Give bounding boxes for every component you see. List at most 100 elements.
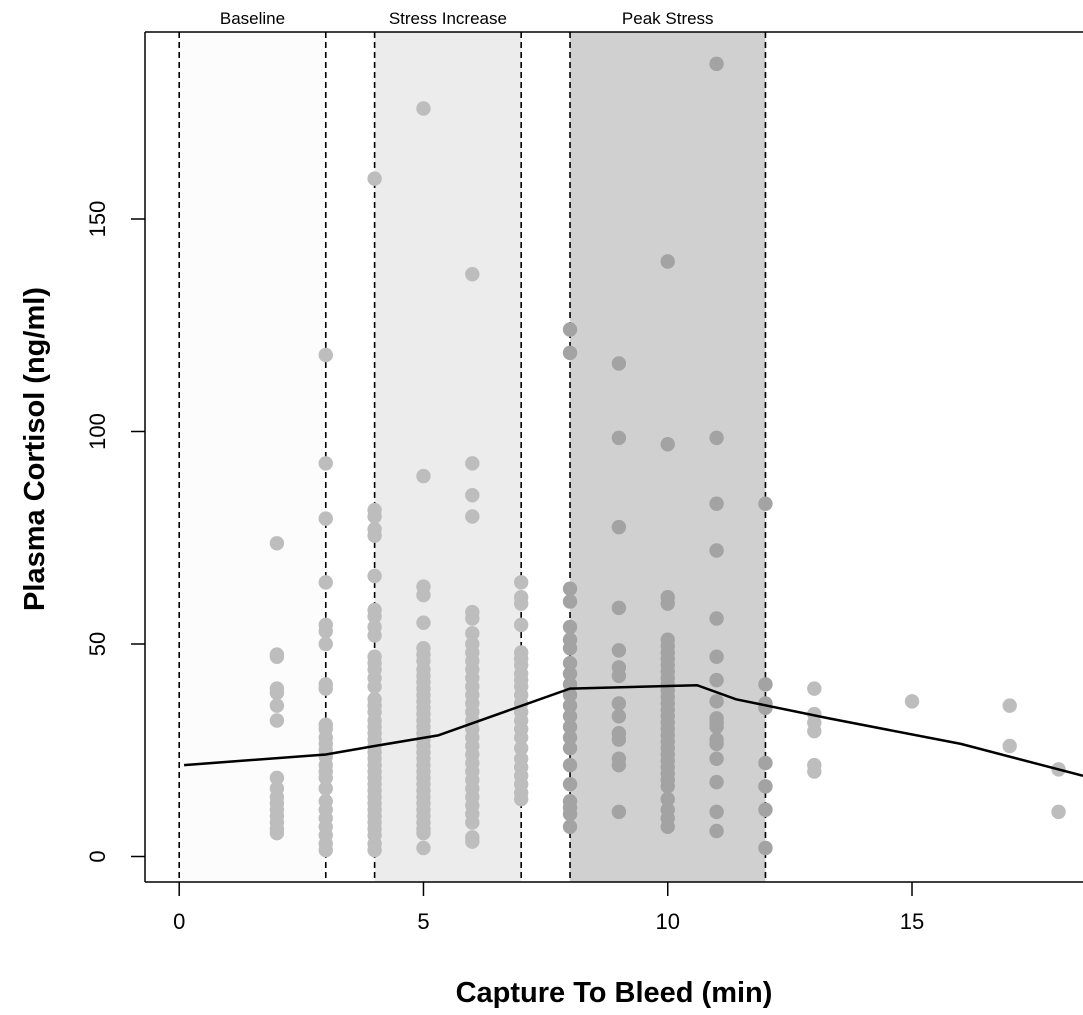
point-x12-4	[758, 755, 773, 771]
point-x13-3	[807, 723, 822, 739]
band-1	[374, 32, 522, 882]
x-axis: 0 5 10 15	[173, 882, 924, 934]
point-x18-1	[1051, 804, 1066, 820]
point-x4-9	[367, 628, 382, 643]
point-x4-38	[367, 842, 382, 858]
point-x3-18	[318, 781, 333, 796]
point-x11-4	[709, 611, 724, 626]
point-x11-12	[709, 736, 724, 752]
point-x5-4	[416, 615, 431, 630]
point-x8-2	[562, 581, 578, 596]
point-x3-2	[318, 511, 333, 526]
band-label-2: Peak Stress	[622, 9, 714, 28]
point-x5-0	[416, 101, 431, 116]
point-x5-1	[416, 468, 431, 484]
band-label-1: Stress Increase	[389, 9, 507, 28]
point-x10-27	[660, 779, 675, 794]
point-x5-34	[416, 825, 431, 841]
x-tick-label-5: 5	[417, 909, 429, 934]
y-tick-label-100: 100	[85, 413, 110, 450]
point-x8-20	[562, 806, 578, 822]
point-x5-35	[416, 840, 431, 856]
point-x9-1	[611, 430, 627, 446]
band-0	[179, 32, 326, 882]
point-x8-14	[562, 730, 578, 745]
point-x5-3	[416, 587, 431, 603]
point-x9-4	[611, 643, 627, 658]
point-x9-7	[611, 696, 627, 711]
point-x3-17	[318, 770, 333, 786]
point-x6-3	[465, 509, 480, 524]
point-x12-5	[758, 779, 773, 794]
point-x2-0	[269, 536, 285, 551]
trend-line-layer	[184, 683, 1083, 778]
point-x8-3	[562, 594, 578, 609]
point-x11-1	[709, 430, 724, 446]
point-x8-1	[562, 345, 578, 361]
point-x2-6	[269, 713, 285, 728]
point-x6-1	[465, 456, 480, 471]
x-tick-label-15: 15	[900, 909, 924, 934]
point-x11-2	[709, 496, 724, 511]
x-tick-label-0: 0	[173, 909, 185, 934]
point-x12-6	[758, 802, 773, 817]
point-x6-28	[465, 815, 480, 830]
point-x12-3	[758, 700, 773, 715]
point-x8-17	[562, 777, 578, 792]
point-x6-5	[465, 611, 480, 626]
point-x3-25	[318, 842, 333, 858]
point-x4-14	[367, 679, 382, 694]
point-x2-2	[269, 649, 285, 664]
point-x4-7	[367, 609, 382, 624]
point-x12-0	[758, 496, 773, 511]
point-x10-1	[660, 437, 675, 452]
point-x9-10	[611, 732, 627, 747]
point-x10-28	[660, 791, 675, 807]
point-x8-11	[562, 698, 578, 713]
point-x2-4	[269, 685, 285, 701]
point-x9-8	[611, 709, 627, 724]
point-x17-0	[1002, 698, 1017, 713]
point-x11-3	[709, 543, 724, 558]
point-x7-3	[513, 617, 529, 633]
point-x8-21	[562, 819, 578, 834]
point-x7-15	[513, 730, 529, 745]
trend-line	[184, 683, 1083, 778]
point-x9-2	[611, 519, 627, 535]
point-x9-0	[611, 356, 627, 371]
point-x8-0	[562, 322, 578, 337]
point-x9-12	[611, 757, 627, 773]
point-x11-0	[709, 56, 724, 72]
point-x4-2	[367, 509, 382, 524]
point-x7-16	[513, 740, 529, 756]
point-x8-13	[562, 719, 578, 735]
point-x8-12	[562, 709, 578, 724]
point-x11-16	[709, 823, 724, 839]
point-x8-4	[562, 619, 578, 635]
point-x11-5	[709, 649, 724, 664]
point-x4-4	[367, 528, 382, 543]
point-x11-14	[709, 774, 724, 790]
point-x10-0	[660, 254, 675, 269]
point-x3-8	[318, 681, 333, 696]
plot-frame	[144, 31, 1083, 883]
point-x3-3	[318, 575, 333, 590]
point-x3-0	[318, 347, 333, 363]
point-x4-0	[367, 171, 382, 186]
point-x6-2	[465, 488, 480, 503]
point-x2-15	[269, 825, 285, 841]
point-x9-6	[611, 668, 627, 684]
y-tick-label-150: 150	[85, 201, 110, 238]
point-x10-3	[660, 596, 675, 611]
point-x2-7	[269, 770, 285, 786]
point-x11-10	[709, 719, 724, 735]
point-x11-15	[709, 804, 724, 820]
point-x4-5	[367, 568, 382, 584]
band-label-0: Baseline	[220, 9, 285, 28]
point-x8-8	[562, 666, 578, 681]
point-x7-2	[513, 596, 529, 611]
point-x6-30	[465, 834, 480, 849]
point-x3-6	[318, 636, 333, 652]
shaded-bands	[179, 32, 766, 882]
